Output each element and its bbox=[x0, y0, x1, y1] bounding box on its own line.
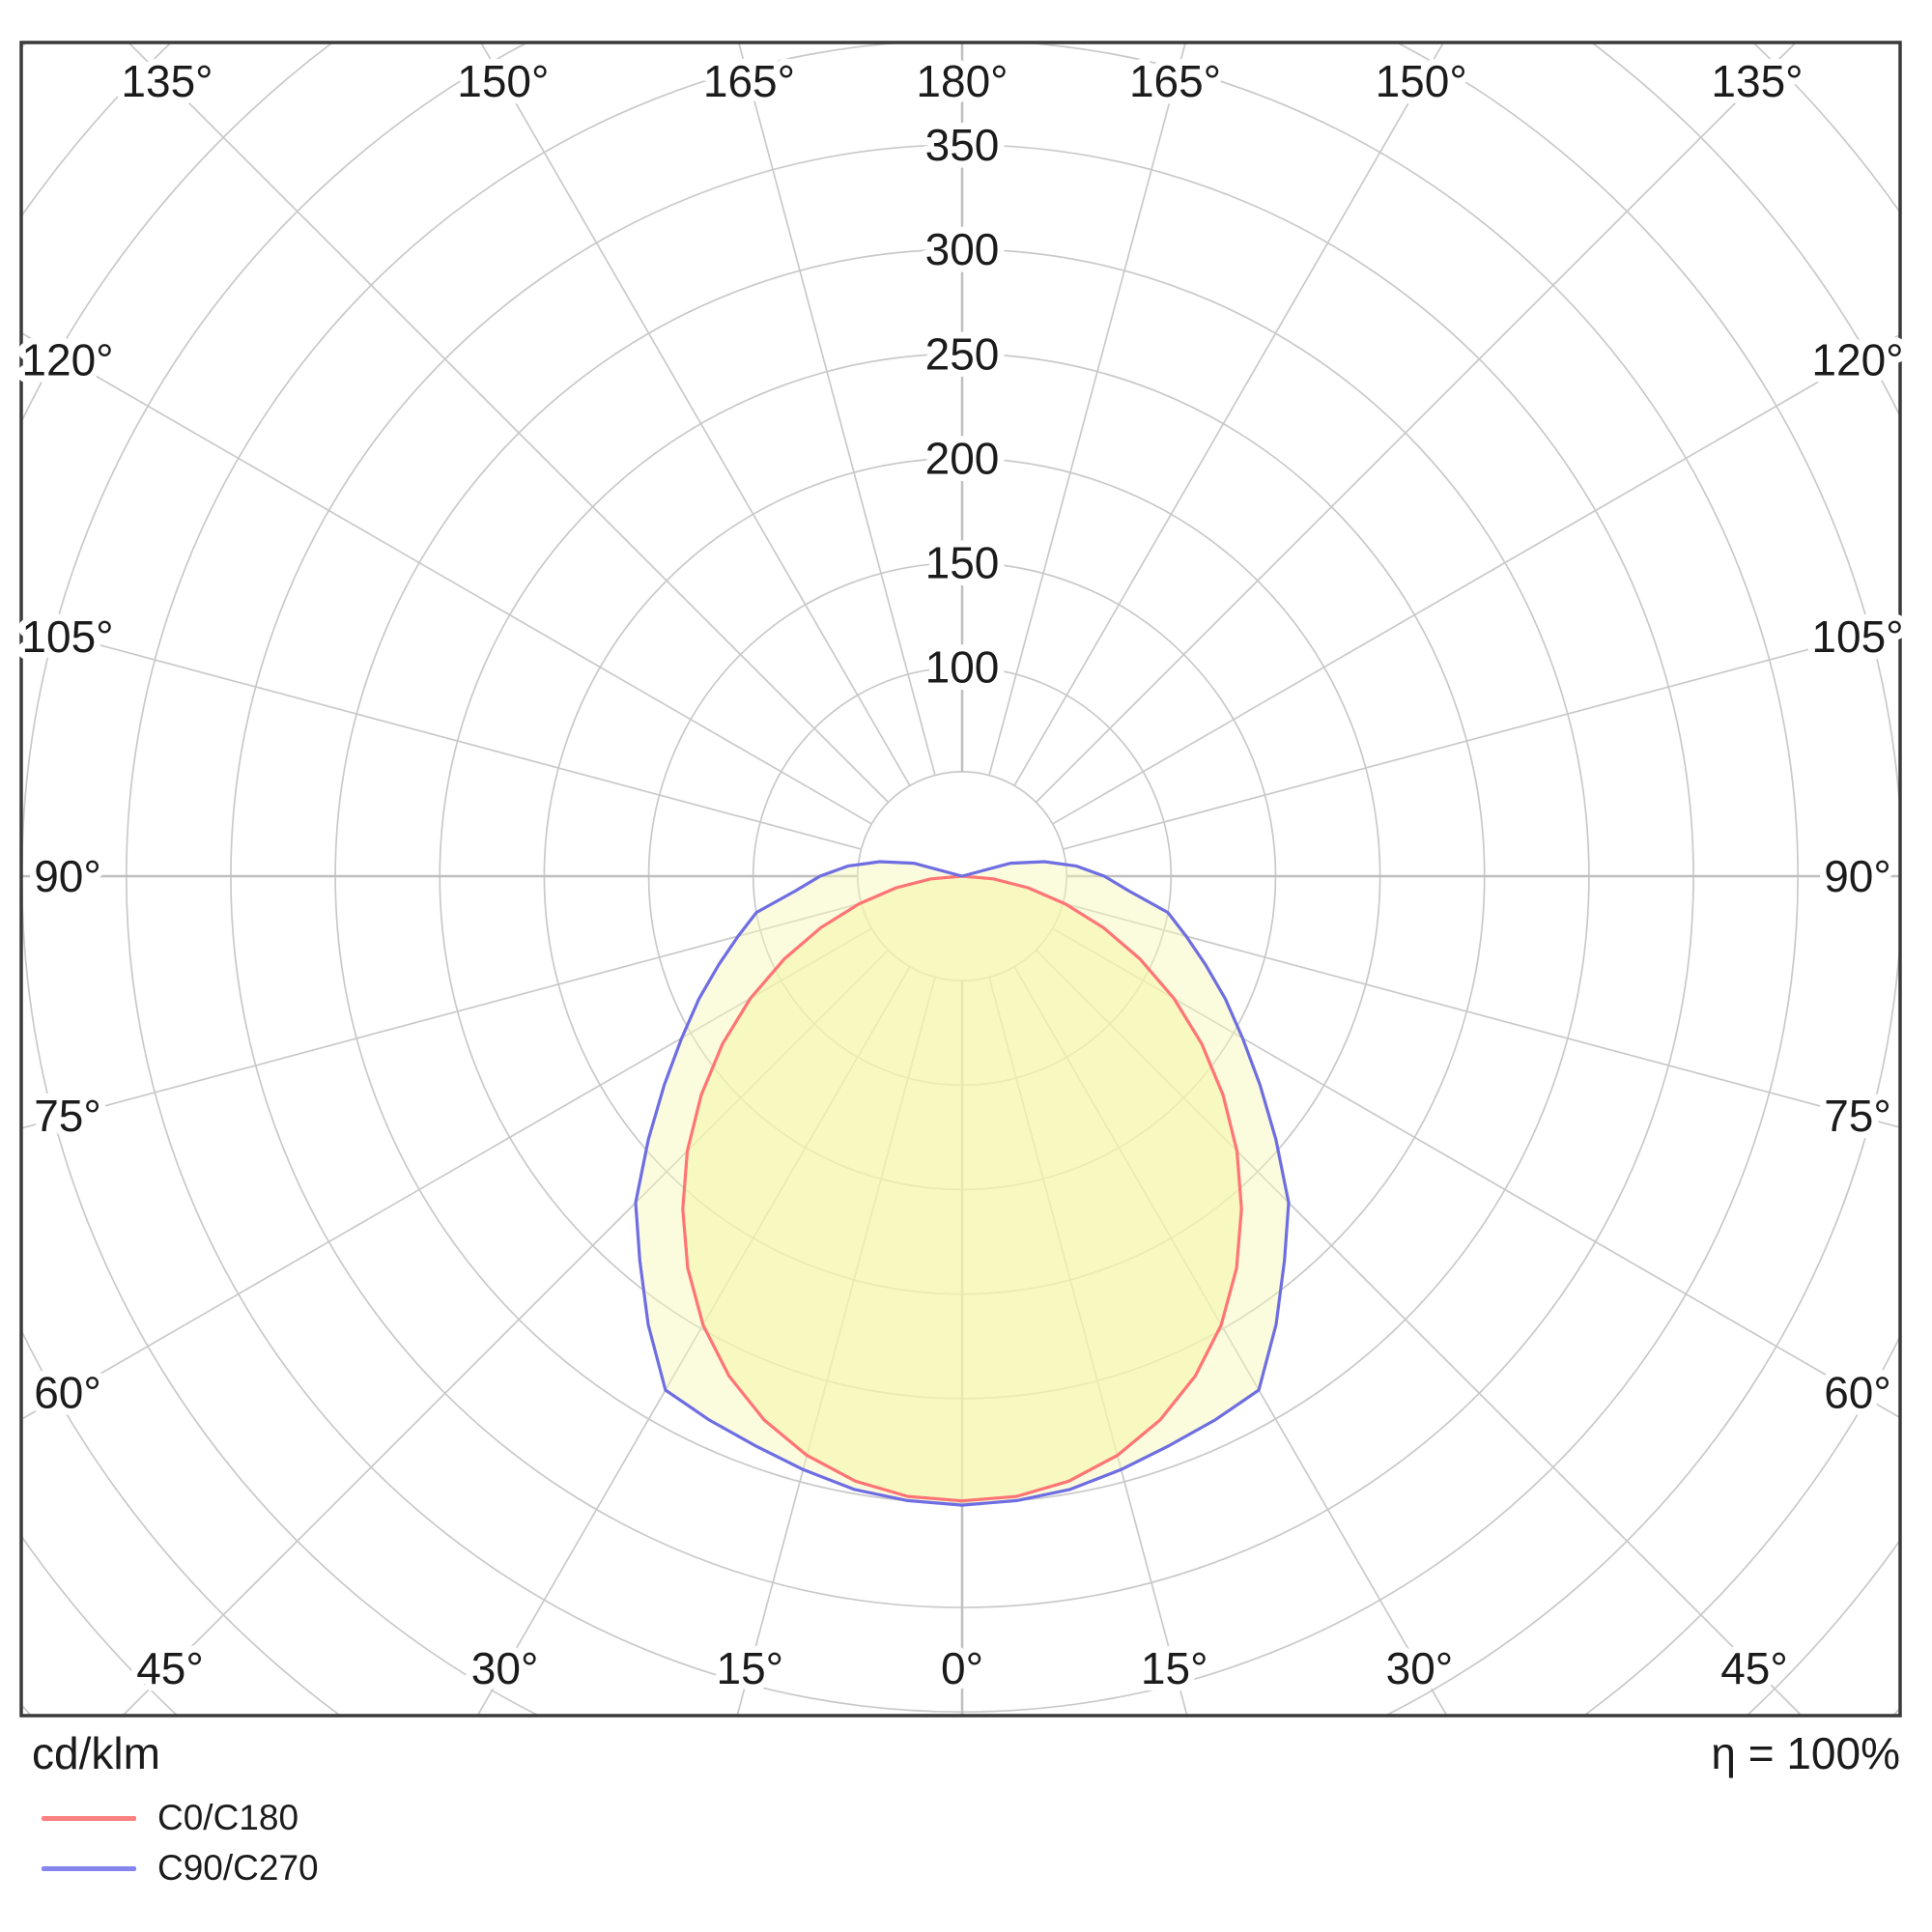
angle-label-bottom: 15° bbox=[717, 1643, 784, 1693]
angle-label-top: 180° bbox=[916, 56, 1008, 106]
angle-label-top: 165° bbox=[703, 56, 795, 106]
curve-c0-c180 bbox=[681, 874, 1243, 1503]
radius-tick-label: 350 bbox=[925, 120, 1000, 170]
legend-label-c0-c180: C0/C180 bbox=[157, 1798, 299, 1837]
legend-line-c90-c270-icon bbox=[42, 1865, 136, 1871]
angle-label-top: 150° bbox=[1376, 56, 1467, 106]
radius-tick-label: 100 bbox=[925, 642, 1000, 693]
angle-label-top: 150° bbox=[457, 56, 549, 106]
angle-label-left: 105° bbox=[21, 611, 113, 662]
angle-label-bottom: 15° bbox=[1141, 1643, 1208, 1693]
grid-ray bbox=[988, 43, 1187, 776]
angle-label-bottom: 45° bbox=[1720, 1643, 1788, 1693]
radius-tick-label: 300 bbox=[925, 224, 1000, 274]
grid-ray bbox=[127, 43, 890, 804]
grid-ray bbox=[21, 927, 872, 1421]
angle-label-top: 135° bbox=[121, 56, 213, 106]
angle-label-top: 135° bbox=[1711, 56, 1803, 106]
curve-c0-c180-fill bbox=[682, 876, 1242, 1501]
grid-ray bbox=[737, 43, 936, 776]
grid-ray bbox=[21, 902, 862, 1129]
legend-line-c0-c180-icon bbox=[42, 1815, 136, 1821]
angle-label-right: 60° bbox=[1824, 1368, 1891, 1418]
radius-tick-label: 250 bbox=[925, 328, 1000, 379]
angle-label-bottom: 0° bbox=[941, 1643, 983, 1693]
efficiency-label: η = 100% bbox=[1711, 1728, 1900, 1778]
angle-label-left: 75° bbox=[34, 1091, 101, 1141]
legend-item-c0-c180: C0/C180 bbox=[42, 1793, 319, 1843]
radius-tick-label: 150 bbox=[925, 538, 1000, 588]
plot-frame bbox=[19, 41, 1902, 1718]
angle-label-right: 90° bbox=[1824, 851, 1891, 901]
angle-label-top: 165° bbox=[1129, 56, 1221, 106]
grid-ray bbox=[479, 43, 911, 786]
unit-label: cd/klm bbox=[32, 1728, 160, 1778]
grid-ray bbox=[1052, 333, 1900, 825]
grid-ray bbox=[21, 623, 862, 850]
radius-tick-labels: 100 150 200 250 300 350 bbox=[919, 113, 1007, 699]
angle-label-bottom: 30° bbox=[471, 1643, 539, 1693]
legend: C0/C180 C90/C270 bbox=[42, 1793, 319, 1893]
intensity-curves bbox=[634, 860, 1291, 1507]
angle-label-left: 60° bbox=[34, 1368, 101, 1418]
legend-label-c90-c270: C90/C270 bbox=[157, 1848, 319, 1888]
grid-ray bbox=[1063, 902, 1900, 1129]
angle-label-right: 120° bbox=[1811, 334, 1903, 384]
angle-label-right: 75° bbox=[1824, 1091, 1891, 1141]
angle-labels: 135° 150° 165° 180° 165° 150° 135° 120° 120° 105°… bbox=[14, 49, 1910, 1700]
grid-ray bbox=[1035, 43, 1798, 804]
curve-c90-c270 bbox=[634, 860, 1291, 1507]
grid-ray bbox=[21, 331, 872, 825]
legend-item-c90-c270: C90/C270 bbox=[42, 1843, 319, 1893]
grid-ray bbox=[1052, 927, 1900, 1419]
radius-tick-label: 200 bbox=[925, 433, 1000, 483]
angle-label-left: 90° bbox=[34, 851, 101, 901]
grid-ray bbox=[1063, 623, 1900, 850]
grid-ray bbox=[1013, 43, 1445, 786]
angle-label-right: 105° bbox=[1811, 611, 1903, 662]
angle-label-bottom: 30° bbox=[1386, 1643, 1454, 1693]
angle-label-left: 120° bbox=[21, 334, 113, 384]
angle-label-bottom: 45° bbox=[136, 1643, 204, 1693]
